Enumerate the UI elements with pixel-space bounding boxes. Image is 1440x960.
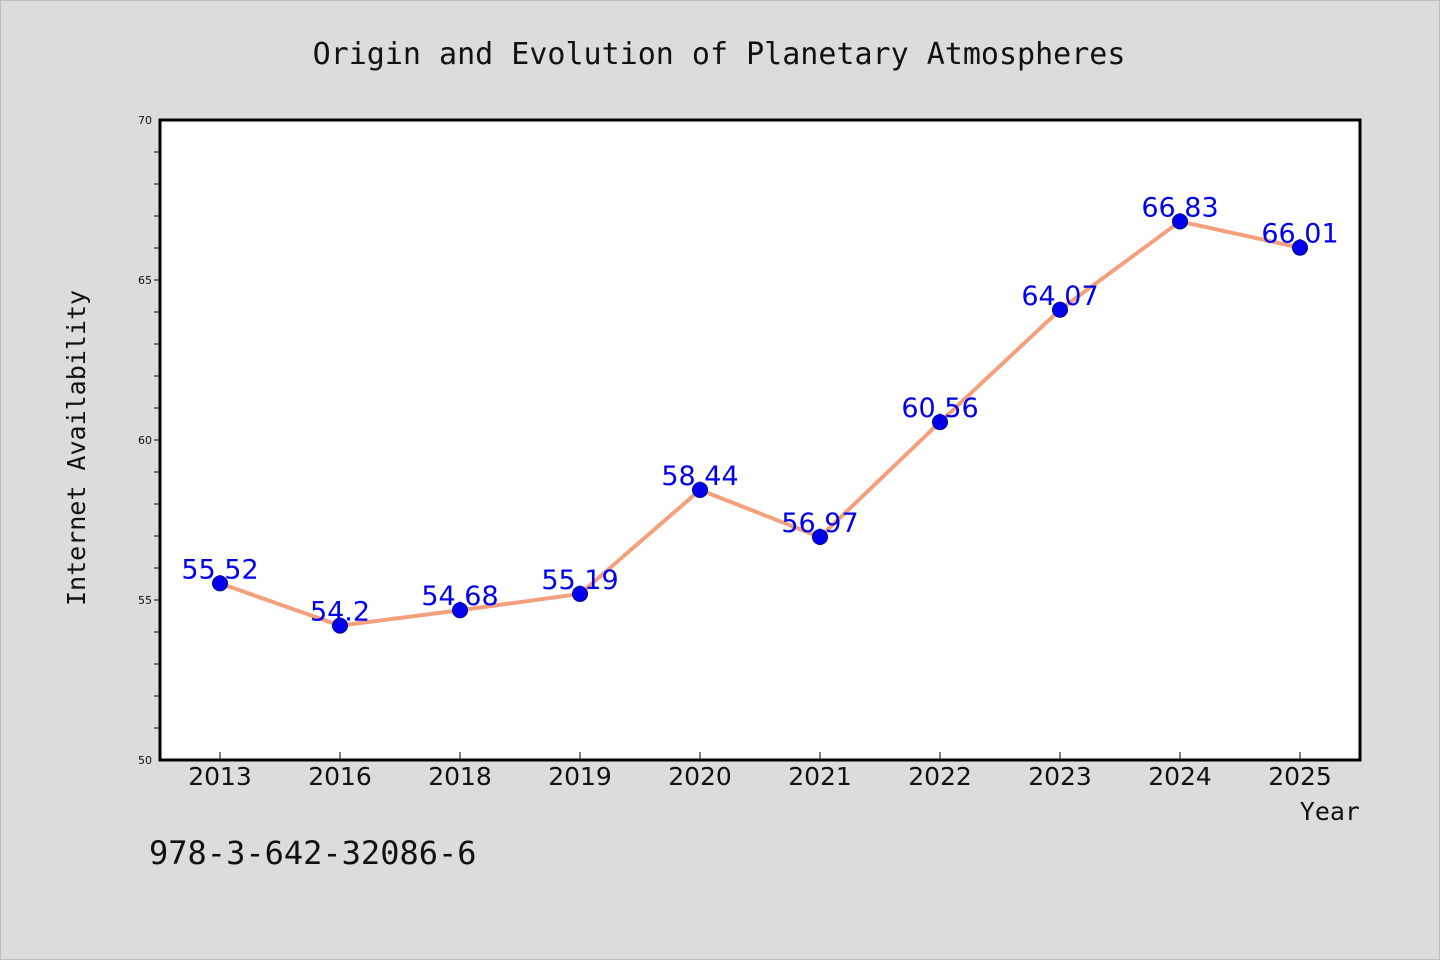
x-axis-ticks: 2013 2016 2018 2019 2020 2021 2022 2023 2024 2025: [188, 752, 1332, 791]
data-label: 66.83: [1141, 192, 1218, 223]
data-label: 54.2: [310, 597, 370, 628]
data-label: 55.52: [181, 554, 258, 585]
data-label: 55.19: [541, 565, 618, 596]
data-point-marker: [1052, 301, 1068, 318]
plot-area: [160, 120, 1360, 760]
data-point-marker: [1172, 213, 1188, 230]
y-axis-ticks: 50 55 60 65 70: [138, 114, 160, 767]
data-point-marker: [212, 575, 228, 592]
y-tick-label: 50: [138, 754, 152, 767]
data-point-marker: [932, 414, 948, 431]
data-point-marker: [332, 617, 348, 634]
x-tick-label: 2025: [1268, 762, 1332, 791]
x-tick-label: 2022: [908, 762, 972, 791]
x-tick-label: 2016: [308, 762, 372, 791]
x-tick-label: 2013: [188, 762, 252, 791]
x-axis-label: Year: [1300, 797, 1360, 826]
x-tick-label: 2018: [428, 762, 492, 791]
data-label: 64.07: [1021, 281, 1098, 312]
data-point-marker: [812, 528, 828, 545]
x-tick-label: 2023: [1028, 762, 1092, 791]
data-label: 58.44: [661, 461, 738, 492]
data-label: 54.68: [421, 581, 498, 612]
data-point-marker: [452, 602, 468, 619]
x-tick-label: 2024: [1148, 762, 1212, 791]
y-tick-label: 55: [138, 594, 152, 607]
data-point-marker: [692, 481, 708, 498]
data-label: 66.01: [1261, 219, 1338, 250]
x-tick-label: 2020: [668, 762, 732, 791]
x-tick-label: 2021: [788, 762, 852, 791]
data-label: 60.56: [901, 393, 978, 424]
data-point-marker: [572, 585, 588, 602]
y-tick-label: 65: [138, 274, 152, 287]
y-tick-label: 60: [138, 434, 152, 447]
plot-frame: [158, 118, 1362, 762]
y-tick-label: 70: [138, 114, 152, 127]
isbn-annotation: 978-3-642-32086-6: [149, 834, 477, 872]
y-axis-label: Internet Availability: [62, 290, 91, 606]
data-label: 56.97: [781, 508, 858, 539]
x-tick-label: 2019: [548, 762, 612, 791]
series-layer: 55.52 54.2 54.68 55.19 58.44 56.97 60.56 64.07 6…: [181, 192, 1339, 634]
data-point-marker: [1292, 239, 1308, 256]
chart-title: Origin and Evolution of Planetary Atmosp…: [313, 37, 1126, 72]
series-line: [218, 219, 1302, 628]
